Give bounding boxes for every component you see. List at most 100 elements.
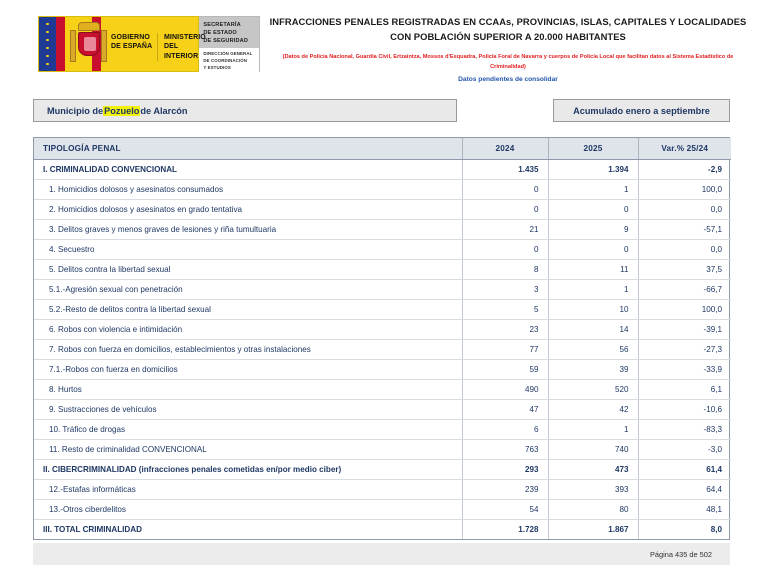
cell-typology: 11. Resto de criminalidad CONVENCIONAL: [34, 439, 463, 460]
flag-red-band-left: [56, 17, 65, 71]
cell-2024: 0: [462, 239, 549, 260]
spain-flag-emblem: GOBIERNO DE ESPAÑA MINISTERIO DEL INTERI…: [38, 16, 206, 72]
logo-direccion-label: DIRECCIÓN GENERAL DE COORDINACIÓN Y ESTU…: [199, 48, 259, 75]
table-row[interactable]: 7.1.-Robos con fuerza en domicilios 59 39-…: [34, 359, 731, 380]
table-row[interactable]: I. CRIMINALIDAD CONVENCIONAL 1.435 1.394 -2…: [34, 159, 731, 180]
column-header-variation: Var.% 25/24: [638, 138, 731, 160]
cell-2025: 1: [548, 279, 639, 300]
eu-flag-stripe-icon: [39, 17, 56, 71]
crime-statistics-table: TIPOLOGÍA PENAL 2024 2025 Var.% 25/24 I.…: [33, 137, 731, 540]
cell-typology: 12.-Estafas informáticas: [34, 479, 463, 500]
cell-2024: 763: [462, 439, 549, 460]
cell-2024: 0: [462, 199, 549, 220]
cell-2025: 11: [548, 259, 639, 280]
cell-typology: 10. Tráfico de drogas: [34, 419, 463, 440]
cell-2025: 1.394: [548, 159, 639, 180]
table-row[interactable]: 11. Resto de criminalidad CONVENCIONAL 76…: [34, 439, 731, 460]
cell-2025: 520: [548, 379, 639, 400]
cell-2025: 42: [548, 399, 639, 420]
table-row[interactable]: 2. Homicidios dolosos y asesinatos en gr…: [34, 199, 731, 220]
cell-variation: 37,5: [638, 259, 731, 280]
table-row[interactable]: 3. Delitos graves y menos graves de lesi…: [34, 219, 731, 240]
cell-2025: 1: [548, 419, 639, 440]
table-row[interactable]: 1. Homicidios dolosos y asesinatos consu…: [34, 179, 731, 200]
page-header: GOBIERNO DE ESPAÑA MINISTERIO DEL INTERI…: [0, 0, 760, 92]
cell-variation: 61,4: [638, 459, 731, 480]
cell-2025: 80: [548, 499, 639, 520]
logo-ministerio-label: MINISTERIO DEL INTERIOR: [157, 33, 206, 62]
table-row[interactable]: 5. Delitos contra la libertad sexual 8 11 3…: [34, 259, 731, 280]
table-row[interactable]: 10. Tráfico de drogas 6 1 -83,3: [34, 419, 731, 440]
cell-variation: 64,4: [638, 479, 731, 500]
cell-typology: II. CIBERCRIMINALIDAD (infracciones pena…: [34, 459, 463, 480]
cell-2024: 21: [462, 219, 549, 240]
municipality-bar[interactable]: Municipio de Pozuelo de Alarcón: [33, 99, 457, 122]
cell-typology: 1. Homicidios dolosos y asesinatos consu…: [34, 179, 463, 200]
cell-typology: 7.1.-Robos con fuerza en domicilios: [34, 359, 463, 380]
table-row[interactable]: 8. Hurtos 490 520 6,1: [34, 379, 731, 400]
cell-variation: -3,0: [638, 439, 731, 460]
cell-variation: 100,0: [638, 299, 731, 320]
cell-2025: 0: [548, 199, 639, 220]
cell-2024: 6: [462, 419, 549, 440]
page-title: INFRACCIONES PENALES REGISTRADAS EN CCAA…: [269, 16, 747, 43]
municipality-prefix: Municipio de: [47, 105, 104, 116]
cell-2024: 3: [462, 279, 549, 300]
cell-variation: -57,1: [638, 219, 731, 240]
cell-2025: 473: [548, 459, 639, 480]
cell-2025: 56: [548, 339, 639, 360]
cell-2024: 1.728: [462, 518, 549, 539]
table-row[interactable]: 13.-Otros ciberdelitos 54 80 48,1: [34, 499, 731, 520]
cell-variation: 48,1: [638, 499, 731, 520]
cell-typology: 3. Delitos graves y menos graves de lesi…: [34, 219, 463, 240]
cell-2024: 77: [462, 339, 549, 360]
cell-2025: 10: [548, 299, 639, 320]
column-header-2024: 2024: [462, 138, 549, 160]
column-header-typology: TIPOLOGÍA PENAL: [34, 138, 463, 160]
table-row[interactable]: 4. Secuestro 0 0 0,0: [34, 239, 731, 260]
table-row[interactable]: 5.1.-Agresión sexual con penetración 3 1 -6…: [34, 279, 731, 300]
column-header-2025: 2025: [548, 138, 639, 160]
cell-2025: 1: [548, 179, 639, 200]
cell-typology: 9. Sustracciones de vehículos: [34, 399, 463, 420]
cell-2025: 740: [548, 439, 639, 460]
cell-typology: 5.1.-Agresión sexual con penetración: [34, 279, 463, 300]
table-row[interactable]: 6. Robos con violencia e intimidación 23 1…: [34, 319, 731, 340]
cell-variation: -66,7: [638, 279, 731, 300]
table-body: I. CRIMINALIDAD CONVENCIONAL 1.435 1.394 -2…: [34, 159, 731, 539]
cell-variation: -83,3: [638, 419, 731, 440]
cell-variation: 6,1: [638, 379, 731, 400]
cell-2025: 0: [548, 239, 639, 260]
cell-2025: 39: [548, 359, 639, 380]
cell-2024: 293: [462, 459, 549, 480]
cell-variation: -10,6: [638, 399, 731, 420]
coat-of-arms-icon: [69, 22, 109, 68]
cell-2024: 54: [462, 499, 549, 520]
logo-secretaria-label: SECRETARÍA DE ESTADO DE SEGURIDAD: [199, 17, 259, 49]
table-row[interactable]: 5.2.-Resto de delitos contra la libertad…: [34, 299, 731, 320]
cell-variation: 0,0: [638, 199, 731, 220]
cell-2024: 239: [462, 479, 549, 500]
cell-variation: 0,0: [638, 239, 731, 260]
cell-2024: 59: [462, 359, 549, 380]
cell-2024: 1.435: [462, 159, 549, 180]
table-row[interactable]: 9. Sustracciones de vehículos 47 42 -10,6: [34, 399, 731, 420]
table-row[interactable]: II. CIBERCRIMINALIDAD (infracciones pena…: [34, 459, 731, 480]
cell-typology: 2. Homicidios dolosos y asesinatos en gr…: [34, 199, 463, 220]
cell-variation: 100,0: [638, 179, 731, 200]
cell-2024: 5: [462, 299, 549, 320]
period-bar[interactable]: Acumulado enero a septiembre: [553, 99, 730, 122]
cell-2025: 9: [548, 219, 639, 240]
cell-typology: 13.-Otros ciberdelitos: [34, 499, 463, 520]
cell-typology: 5. Delitos contra la libertad sexual: [34, 259, 463, 280]
cell-2024: 8: [462, 259, 549, 280]
table-row[interactable]: 12.-Estafas informáticas 239 393 64,4: [34, 479, 731, 500]
cell-variation: -27,3: [638, 339, 731, 360]
cell-2025: 14: [548, 319, 639, 340]
table-row[interactable]: III. TOTAL CRIMINALIDAD 1.728 1.867 8,0: [34, 518, 731, 539]
municipality-suffix: de Alarcón: [140, 105, 188, 116]
cell-2024: 0: [462, 179, 549, 200]
page-note: Datos pendientes de consolidar: [458, 75, 558, 83]
table-row[interactable]: 7. Robos con fuerza en domicilios, estab…: [34, 339, 731, 360]
